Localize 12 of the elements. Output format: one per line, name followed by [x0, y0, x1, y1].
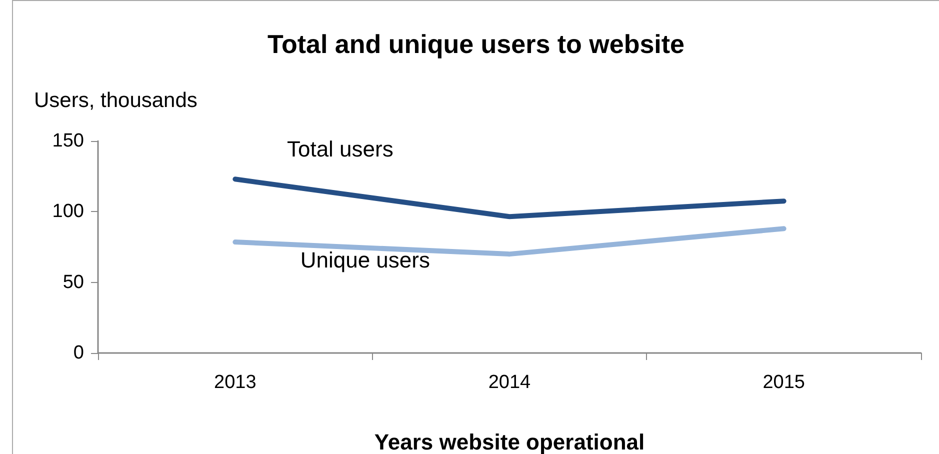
y-tick-label: 150: [52, 130, 84, 152]
y-tick-label: 100: [52, 201, 84, 222]
x-tick-label: 2013: [214, 372, 256, 393]
chart-title: Total and unique users to website: [267, 29, 685, 59]
y-axis-title: Users, thousands: [34, 89, 198, 112]
x-axis-title: Years website operational: [374, 430, 645, 454]
x-tick-label: 2014: [488, 372, 532, 393]
series-label: Unique users: [300, 248, 430, 273]
y-tick-label: 50: [62, 272, 84, 293]
y-tick-label: 0: [73, 342, 84, 364]
x-tick-label: 2015: [762, 372, 805, 393]
series-label: Total users: [286, 136, 394, 162]
